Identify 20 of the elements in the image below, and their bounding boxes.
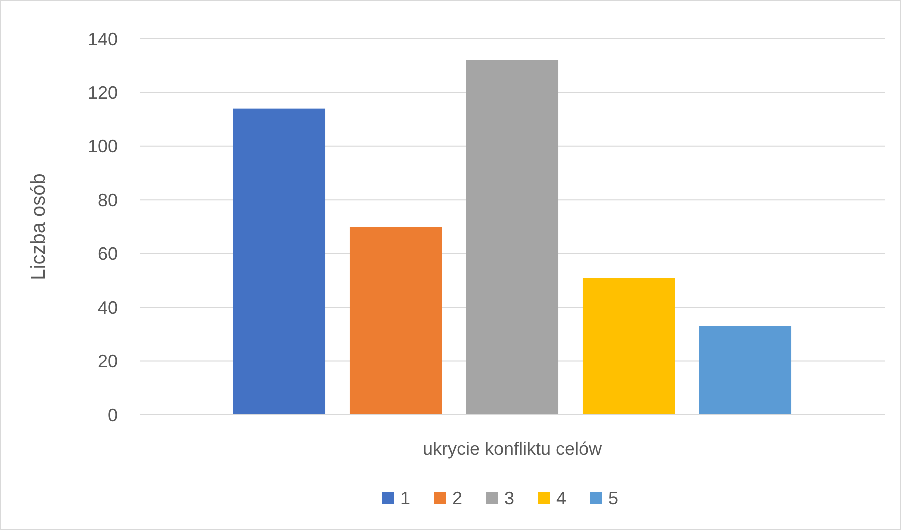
bar <box>233 108 326 415</box>
bar <box>699 326 792 415</box>
y-tick-label: 140 <box>88 29 118 50</box>
y-tick-label: 0 <box>108 405 118 426</box>
y-axis-title: Liczba osób <box>28 174 50 280</box>
y-tick-label: 20 <box>98 352 118 372</box>
legend-label: 3 <box>504 488 515 508</box>
x-tick-label: ukrycie konfliktu celów <box>422 439 604 459</box>
y-tick-label: 80 <box>98 190 118 210</box>
legend-label: 2 <box>452 488 463 508</box>
y-tick-label: 100 <box>88 136 118 157</box>
bar <box>466 60 559 415</box>
y-tick-label: 60 <box>98 244 118 264</box>
bar <box>350 227 442 415</box>
y-tick-label: 120 <box>88 83 118 104</box>
y-tick-label: 40 <box>98 298 118 318</box>
legend-label: 1 <box>400 488 411 508</box>
legend-label: 4 <box>556 488 567 508</box>
legend-label: 5 <box>608 488 619 508</box>
bar <box>582 278 676 415</box>
